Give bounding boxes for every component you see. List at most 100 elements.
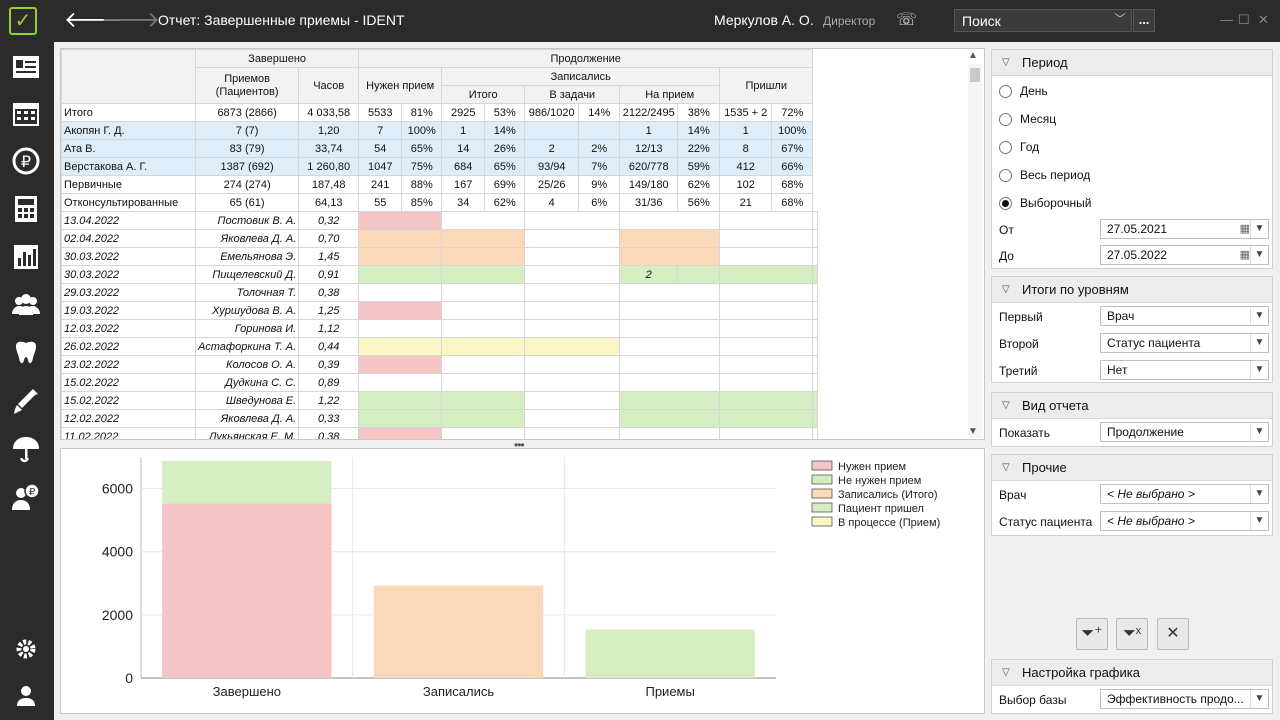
detail-row[interactable]: 11.02.2022 Лукьянская Е. М. 0,38 — [61, 427, 819, 439]
search-input[interactable]: Поиск — [954, 9, 1132, 32]
phone-icon[interactable]: ☏ — [896, 10, 918, 29]
collapse-triangle-icon[interactable]: ▽ — [1002, 462, 1010, 473]
add-filter-button[interactable]: ⏷⁺ — [1076, 618, 1108, 650]
scroll-down-icon[interactable]: ▼ — [968, 426, 978, 437]
collapse-triangle-icon[interactable]: ▽ — [1002, 57, 1010, 68]
splitter-handle[interactable]: ••• — [514, 438, 525, 452]
chevron-down-icon[interactable]: ▼ — [1250, 334, 1268, 352]
levels-header[interactable]: ▽ Итоги по уровням — [992, 277, 1272, 303]
detail-row[interactable]: 12.02.2022 Яковлева Д. А. 0,33 — [61, 409, 819, 428]
period-section: ▽ Период День Месяц Год Весь период Выборочны… — [991, 49, 1273, 269]
base-select[interactable]: Эффективность продо... ▼ — [1100, 689, 1269, 709]
patient-card-icon[interactable] — [9, 50, 43, 84]
remove-filter-button[interactable]: ⏷ˣ — [1116, 618, 1148, 650]
from-date-field[interactable]: 27.05.2021 ▦ ▼ — [1100, 219, 1269, 239]
minimize-icon[interactable]: — — [1220, 12, 1233, 27]
summary-row[interactable]: Верстакова А. Г. 1387 (692) 1 260,80 1047 75… — [61, 157, 818, 176]
syringe-icon[interactable] — [9, 384, 43, 418]
detail-row[interactable]: 12.03.2022 Горинова И. 1,12 — [61, 319, 819, 338]
payment-user-icon[interactable]: ₽ — [9, 480, 43, 514]
doctor-label: Врач — [999, 488, 1027, 502]
detail-row[interactable]: 19.03.2022 Хуршудова В. А. 1,25 — [61, 301, 819, 320]
row-doctor: Горинова И. — [194, 319, 300, 338]
first-level-select[interactable]: Врач ▼ — [1100, 306, 1269, 326]
chevron-down-icon[interactable]: ▼ — [1250, 512, 1268, 530]
radio-icon[interactable] — [999, 140, 1012, 154]
calendar-icon[interactable] — [9, 96, 43, 130]
tooth-icon[interactable] — [9, 336, 43, 370]
close-icon[interactable]: ✕ — [1258, 12, 1269, 27]
detail-row[interactable]: 26.02.2022 Астафоркина Т. А. 0,44 — [61, 337, 819, 356]
maximize-icon[interactable]: ☐ — [1238, 12, 1250, 27]
radio-icon[interactable] — [999, 112, 1012, 126]
collapse-triangle-icon[interactable]: ▽ — [1002, 667, 1010, 678]
detail-row[interactable]: 02.04.2022 Яковлева Д. А. 0,70 — [61, 229, 819, 248]
table-scrollbar[interactable] — [968, 64, 982, 438]
table-scrollbar-thumb[interactable] — [970, 68, 980, 82]
chevron-down-icon[interactable]: ▼ — [1250, 246, 1268, 264]
table-cell: 986/1020 — [524, 103, 580, 122]
calculator-icon[interactable] — [9, 192, 43, 226]
summary-row[interactable]: Итого 6873 (2866) 4 033,58 5533 81% 2925 53% 98… — [61, 103, 818, 122]
forward-arrow-icon[interactable]: 🡒 — [101, 7, 160, 32]
detail-row[interactable]: 23.02.2022 Колосов О. А. 0,39 — [61, 355, 819, 374]
chevron-down-icon[interactable]: ▼ — [1250, 307, 1268, 325]
chevron-down-icon[interactable]: ▼ — [1250, 361, 1268, 379]
chevron-down-icon[interactable]: ▼ — [1250, 220, 1268, 238]
detail-row[interactable]: 30.03.2022 Пищелевский Д. 0,91 2 — [61, 265, 819, 284]
third-level-select[interactable]: Нет ▼ — [1100, 360, 1269, 380]
more-button[interactable]: ... — [1133, 9, 1155, 32]
clear-button[interactable]: ✕ — [1157, 618, 1189, 650]
insurance-umbrella-icon[interactable] — [9, 432, 43, 466]
period-option[interactable]: Выборочный — [999, 196, 1091, 210]
period-option[interactable]: Год — [999, 140, 1039, 154]
chevron-down-icon[interactable]: ▼ — [1250, 423, 1268, 441]
chevron-down-icon[interactable]: ▼ — [1250, 485, 1268, 503]
settings-gear-icon[interactable] — [9, 632, 43, 666]
radio-icon[interactable] — [999, 168, 1012, 182]
second-level-select[interactable]: Статус пациента ▼ — [1100, 333, 1269, 353]
reports-icon[interactable] — [9, 240, 43, 274]
status-cell — [719, 391, 814, 410]
scroll-up-icon[interactable]: ▲ — [968, 50, 978, 61]
chevron-down-icon[interactable]: ﹀ — [1114, 12, 1127, 26]
chevron-down-icon[interactable]: ▼ — [1250, 690, 1268, 708]
finance-icon[interactable]: ₽ — [9, 144, 43, 178]
collapse-triangle-icon[interactable]: ▽ — [1002, 400, 1010, 411]
summary-row[interactable]: Ата В. 83 (79) 33,74 54 65% 14 26% 2 2% 12/13 22% 8… — [61, 139, 818, 158]
calendar-icon[interactable]: ▦ — [1239, 249, 1250, 261]
user-profile-icon[interactable] — [9, 679, 43, 713]
doctor-select[interactable]: < Не выбрано > ▼ — [1100, 484, 1269, 504]
detail-row[interactable]: 15.02.2022 Дудкина С. С. 0,89 — [61, 373, 819, 392]
user-name[interactable]: Меркулов А. О. — [714, 12, 814, 28]
show-select[interactable]: Продолжение ▼ — [1100, 422, 1269, 442]
chart-settings-header[interactable]: ▽ Настройка графика — [992, 660, 1272, 686]
status-cell — [358, 247, 443, 266]
detail-row[interactable]: 30.03.2022 Емельянова Э. 1,45 — [61, 247, 819, 266]
period-option-label: Весь период — [1020, 168, 1091, 182]
other-header[interactable]: ▽ Прочие — [992, 455, 1272, 481]
period-option[interactable]: Месяц — [999, 112, 1056, 126]
app-logo-icon[interactable]: ✓ — [9, 7, 37, 35]
radio-icon[interactable] — [999, 84, 1012, 98]
detail-row[interactable]: 15.02.2022 Шведунова Е. 1,22 — [61, 391, 819, 410]
table-cell: 55 — [358, 193, 403, 212]
view-header[interactable]: ▽ Вид отчета — [992, 393, 1272, 419]
status-cell — [812, 229, 819, 248]
period-header[interactable]: ▽ Период — [992, 50, 1272, 76]
back-arrow-icon[interactable]: 🡐 — [64, 7, 123, 32]
row-doctor: Лукьянская Е. М. — [194, 427, 300, 439]
period-option[interactable]: Весь период — [999, 168, 1090, 182]
calendar-icon[interactable]: ▦ — [1239, 223, 1250, 235]
summary-row[interactable]: Первичные 274 (274) 187,48 241 88% 167 69% 25/2… — [61, 175, 818, 194]
patients-icon[interactable] — [9, 288, 43, 322]
status-select[interactable]: < Не выбрано > ▼ — [1100, 511, 1269, 531]
detail-row[interactable]: 13.04.2022 Постовик В. А. 0,32 — [61, 211, 819, 230]
collapse-triangle-icon[interactable]: ▽ — [1002, 284, 1010, 295]
summary-row[interactable]: Отконсультированные 65 (61) 64,13 55 85% 34 62… — [61, 193, 818, 212]
to-date-field[interactable]: 27.05.2022 ▦ ▼ — [1100, 245, 1269, 265]
radio-icon[interactable] — [999, 196, 1012, 210]
period-option[interactable]: День — [999, 84, 1048, 98]
summary-row[interactable]: Акопян Г. Д. 7 (7) 1,20 7 100% 1 14% 1 14% 1 100% — [61, 121, 818, 140]
detail-row[interactable]: 29.03.2022 Толочная Т. 0,38 — [61, 283, 819, 302]
